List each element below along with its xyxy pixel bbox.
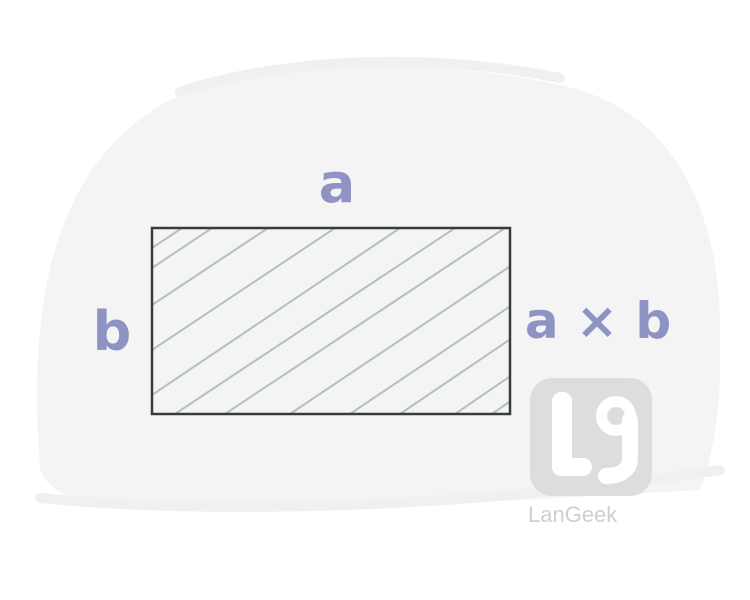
blob-stroke-top <box>175 56 565 97</box>
langeek-logo-icon <box>530 378 652 496</box>
label-side-a: a <box>319 152 355 215</box>
rectangle-outline <box>150 226 512 416</box>
label-area-formula: a × b <box>525 292 671 350</box>
watermark-brand-text: LanGeek <box>528 502 618 527</box>
hatch-fill <box>152 228 510 414</box>
label-side-b: b <box>93 300 132 363</box>
